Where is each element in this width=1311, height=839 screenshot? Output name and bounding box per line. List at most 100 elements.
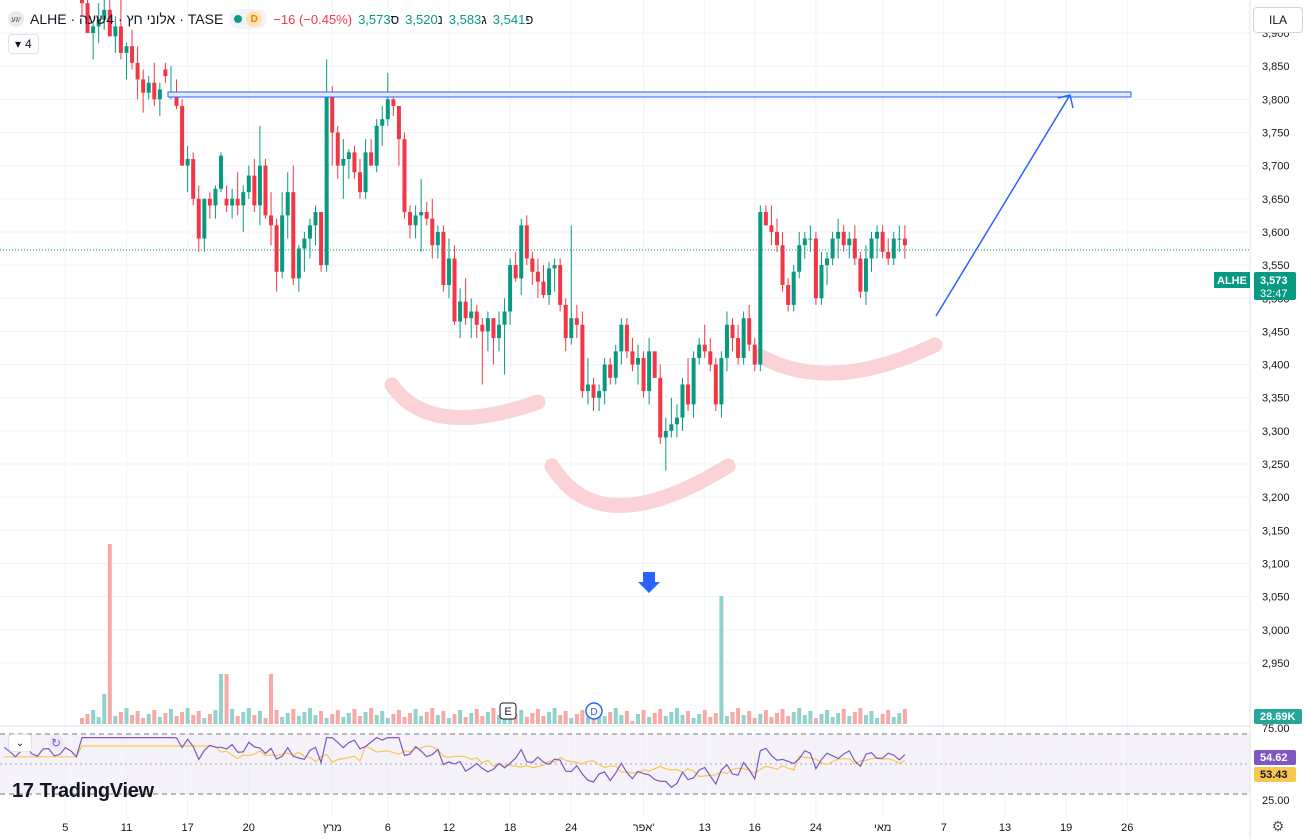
market-status[interactable]: D (229, 9, 268, 29)
candle (813, 231, 818, 305)
symbol-title[interactable]: ALHE · אלוני חץ · 4שעה · TASE (30, 11, 224, 27)
time-tick-label: אפר' (633, 822, 655, 834)
volume-bar (563, 711, 568, 724)
candle-body (91, 26, 96, 33)
candle-body (207, 198, 212, 206)
candle-body (647, 351, 652, 392)
candle-body (641, 357, 646, 392)
candle-body (852, 238, 857, 259)
candle-body (630, 351, 635, 365)
candle (497, 311, 501, 352)
candle-body (219, 155, 223, 189)
candle (435, 225, 440, 259)
volume-bar (747, 711, 752, 724)
candle-body (830, 238, 835, 259)
candle-body (224, 198, 229, 206)
candle-body (141, 79, 146, 93)
candle (719, 351, 724, 418)
candle-body (880, 231, 885, 252)
candle (135, 46, 140, 100)
candle-body (307, 225, 312, 239)
price-tick-label: 3,550 (1262, 260, 1290, 272)
candle (313, 205, 318, 246)
volume-spike-arrow-icon (638, 572, 660, 593)
time-tick-label: 13 (999, 822, 1011, 834)
candle-body (502, 311, 507, 325)
candle (636, 344, 640, 385)
volume-bar (107, 544, 112, 724)
candles (80, 0, 907, 471)
volume-bar (674, 708, 679, 724)
price-tick-label: 3,700 (1262, 161, 1290, 173)
candle (363, 139, 368, 199)
rsi-refresh-icon[interactable]: ↻ (48, 735, 64, 751)
volume-bar (191, 715, 196, 724)
volume-bar (574, 714, 579, 724)
tradingview-logo[interactable]: 17 TradingView (12, 780, 154, 803)
candle (613, 344, 618, 385)
market-open-dot-icon (234, 15, 243, 23)
settings-gear-icon[interactable]: ⚙ (1271, 817, 1285, 834)
price-tick-label: 3,000 (1262, 625, 1290, 637)
candle-body (819, 265, 824, 299)
volume-bar (619, 715, 624, 724)
volume-bar (569, 718, 574, 724)
dividend-marker-label: D (590, 707, 597, 718)
rsi-collapse-chevron-icon[interactable]: ⌄ (8, 734, 32, 752)
currency-button[interactable]: ILA (1253, 7, 1303, 33)
volume-bar (880, 714, 885, 724)
indicators-toggle-button[interactable]: ▾ 4 (8, 34, 39, 54)
volume-bar (380, 711, 385, 724)
volume-bar (541, 716, 546, 724)
candle-body (474, 311, 479, 325)
candle (702, 324, 707, 358)
candle-body (385, 99, 390, 120)
candle-body (652, 351, 657, 378)
candle (619, 318, 624, 365)
candle (858, 251, 863, 299)
candle-body (157, 89, 162, 100)
delayed-data-badge: D (246, 11, 263, 27)
volume-bar (891, 717, 896, 724)
rsi-ma-line (4, 745, 906, 778)
volume-bar (630, 721, 635, 724)
volume-bar (758, 714, 763, 724)
time-tick-label: 24 (565, 822, 577, 834)
volume-bar (775, 713, 779, 724)
candle-body (469, 311, 474, 319)
candle (563, 298, 568, 352)
candle-body (574, 318, 579, 325)
candle (524, 215, 529, 266)
candle (608, 357, 613, 385)
candle (502, 298, 507, 375)
candle (602, 357, 607, 405)
volume-bar (802, 715, 807, 724)
candle (802, 231, 807, 259)
candle (113, 16, 118, 53)
candle-body (758, 212, 763, 365)
candle (463, 278, 468, 325)
candle (324, 59, 329, 272)
volume-bar (863, 715, 868, 724)
volume-bar (641, 710, 646, 724)
candle-body (597, 391, 602, 398)
time-axis: 5 11 17 20 מרץ 6 12 18 24 אפר' 13 16 24 מאי 7 13 19 26 (62, 822, 1133, 834)
volume-bar (658, 709, 663, 724)
volume-bar (230, 709, 235, 724)
candle (641, 351, 646, 398)
volume-bar (224, 674, 229, 724)
candle (352, 145, 357, 179)
candle-body (180, 105, 185, 166)
tradingview-mark-icon: 17 (12, 780, 34, 802)
volume-bar (474, 709, 479, 724)
volume-bar (485, 712, 490, 724)
price-tick-label: 2,950 (1262, 658, 1290, 670)
volume-bar (719, 596, 724, 724)
volume-bar (602, 716, 607, 724)
volume-bar (547, 712, 552, 724)
candle-body (107, 9, 112, 37)
candle (408, 205, 413, 239)
candle-body (313, 212, 318, 226)
price-tick-label: 3,200 (1262, 492, 1290, 504)
